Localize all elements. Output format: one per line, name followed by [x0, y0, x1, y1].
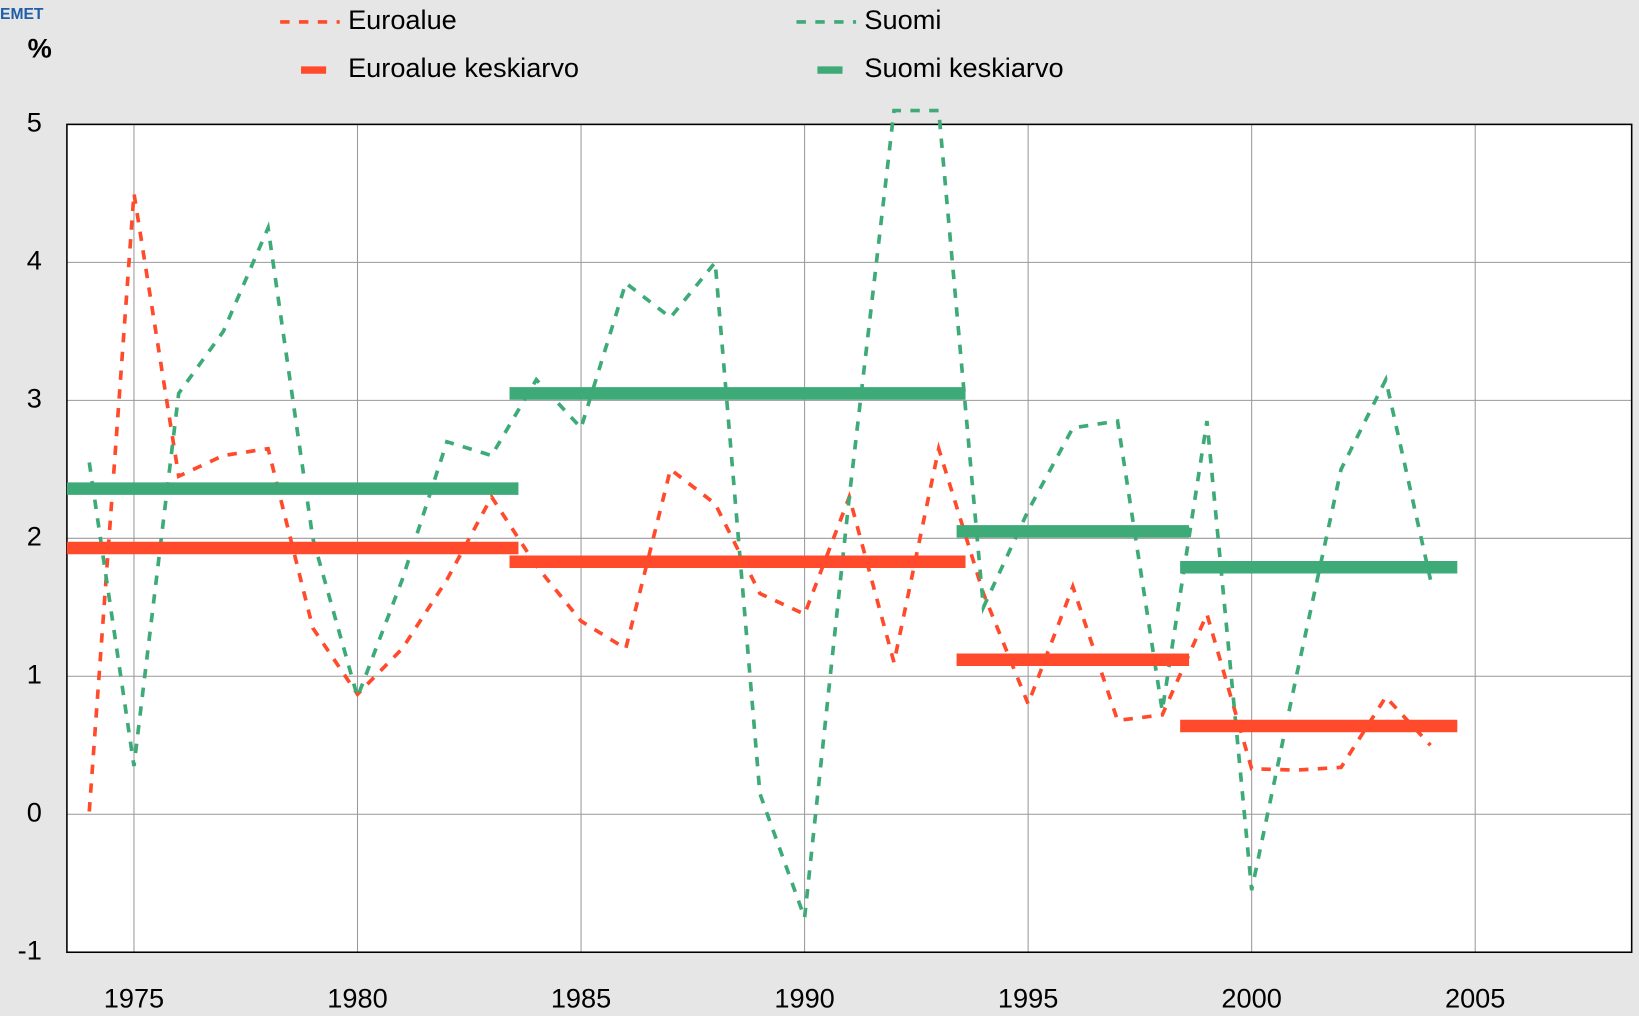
y-tick-label: 1	[27, 658, 42, 689]
x-tick-label: 1990	[774, 982, 834, 1013]
x-tick-label: 1985	[551, 982, 611, 1013]
y-tick-label: 2	[27, 520, 42, 551]
y-axis-label: %	[28, 32, 52, 63]
line-series	[87, 193, 1432, 812]
x-tick-label: 2005	[1445, 982, 1505, 1013]
x-tick-label: 1975	[104, 982, 164, 1013]
line-series	[87, 108, 1433, 919]
legend-label: Euroalue keskiarvo	[348, 52, 579, 83]
x-tick-label: 1980	[327, 982, 387, 1013]
plot-border	[66, 123, 1633, 954]
x-tick-label: 1995	[998, 982, 1058, 1013]
y-tick-label: 4	[27, 245, 42, 276]
y-tick-label: -1	[18, 934, 42, 965]
legend-label: Euroalue	[348, 4, 457, 35]
logo-text: EMET	[0, 6, 44, 23]
legend-label: Suomi	[864, 4, 941, 35]
legend-label: Suomi keskiarvo	[864, 52, 1063, 83]
y-tick-label: 5	[27, 107, 42, 138]
y-tick-label: 0	[27, 796, 42, 827]
y-tick-label: 3	[27, 383, 42, 414]
x-tick-label: 2000	[1221, 982, 1281, 1013]
